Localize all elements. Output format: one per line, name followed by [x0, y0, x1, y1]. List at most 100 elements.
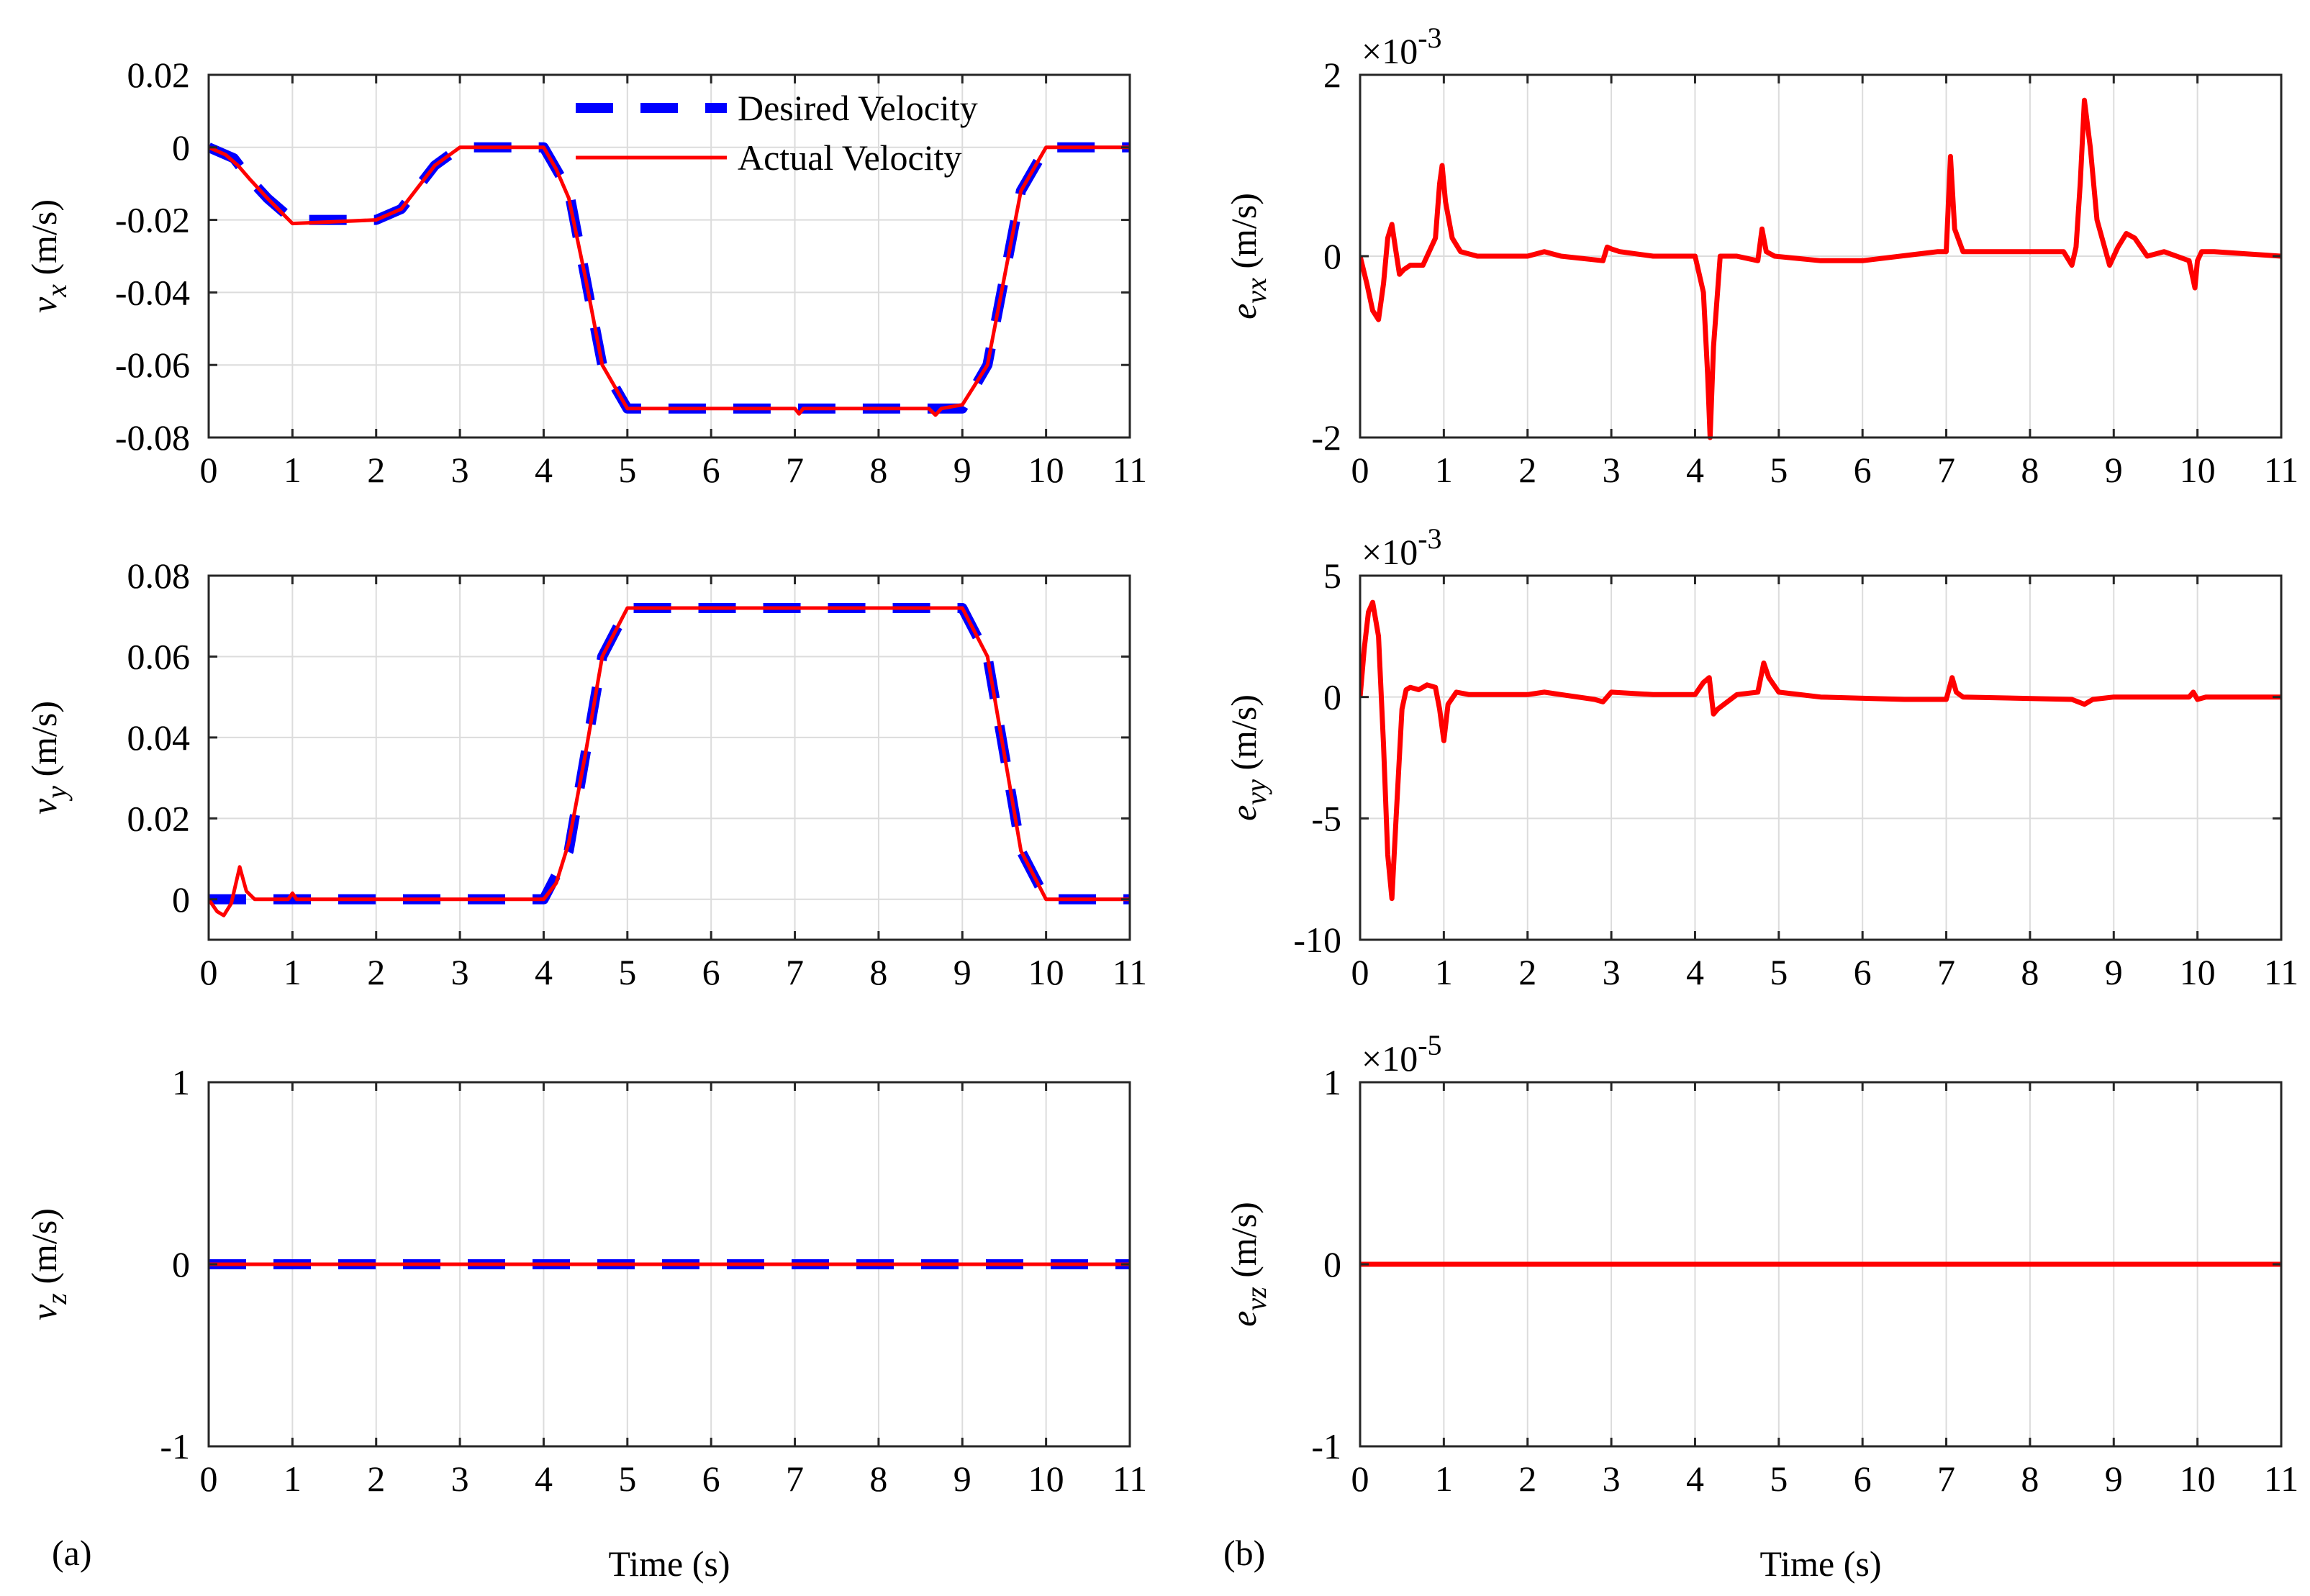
xtick-label-evy-10: 10	[2180, 952, 2216, 992]
xtick-label-vy-11: 11	[1113, 952, 1147, 992]
ytick-label-vz-2: -1	[160, 1426, 190, 1466]
ylabel-evz: evz (m/s)	[1223, 1202, 1272, 1327]
chart-evy: 0 1 2 3 4 5 6 7 8 9 10 11 5 0 -5 -10 evy (m/s) ×10-3	[1223, 522, 2298, 992]
ylabel-vx: vx (m/s)	[24, 199, 73, 313]
xtick-label-vx-9: 9	[954, 450, 971, 490]
xtick-label-evx-10: 10	[2180, 450, 2216, 490]
ytick-label-vz-0: 1	[172, 1062, 190, 1102]
xtick-label-evx-8: 8	[2021, 450, 2039, 490]
xtick-label-vx-0: 0	[200, 450, 218, 490]
xtick-label-evx-11: 11	[2264, 450, 2298, 490]
ytick-label-vy-1: 0.06	[127, 636, 191, 676]
ytick-label-vz-1: 0	[172, 1244, 190, 1284]
ytick-label-evy-2: -5	[1311, 798, 1341, 838]
xtick-label-vx-10: 10	[1028, 450, 1064, 490]
xtick-label-vz-3: 3	[451, 1459, 469, 1499]
xtick-label-evz-9: 9	[2105, 1459, 2123, 1499]
xtick-label-vy-0: 0	[200, 952, 218, 992]
xtick-label-evy-0: 0	[1351, 952, 1369, 992]
xtick-label-vz-5: 5	[618, 1459, 636, 1499]
ytick-label-vy-0: 0.08	[127, 556, 191, 596]
xtick-label-vz-4: 4	[535, 1459, 553, 1499]
xtick-label-vx-1: 1	[284, 450, 302, 490]
xtick-label-evy-2: 2	[1518, 952, 1536, 992]
xlabel-vz: Time (s)	[608, 1543, 730, 1584]
xtick-label-vy-9: 9	[954, 952, 971, 992]
ytick-label-evz-1: 0	[1323, 1244, 1341, 1284]
axes-box-evy	[1359, 574, 2283, 941]
xtick-label-evx-2: 2	[1518, 450, 1536, 490]
xtick-label-vx-3: 3	[451, 450, 469, 490]
legend-entry-desired: Desired Velocity	[738, 88, 978, 128]
ytick-label-evz-0: 1	[1323, 1062, 1341, 1102]
panel-label-b: (b)	[1223, 1533, 1265, 1573]
xtick-label-evx-1: 1	[1435, 450, 1453, 490]
xtick-label-evx-9: 9	[2105, 450, 2123, 490]
plot-area-vx	[209, 75, 1130, 437]
xtick-label-vx-7: 7	[786, 450, 804, 490]
xtick-label-evx-4: 4	[1686, 450, 1704, 490]
xtick-label-evz-7: 7	[1937, 1459, 1955, 1499]
xtick-label-evx-3: 3	[1603, 450, 1621, 490]
xtick-label-vy-6: 6	[702, 952, 720, 992]
xtick-label-vz-11: 11	[1113, 1459, 1147, 1499]
ylabel-evy: evy (m/s)	[1223, 694, 1272, 821]
xtick-label-vy-10: 10	[1028, 952, 1064, 992]
chart-vx: 0 1 2 3 4 5 6 7 8 9 10 11 0.02 0 -0.02 -0.04 -0.06 -0.08 v…	[24, 55, 1147, 490]
xtick-label-vz-0: 0	[200, 1459, 218, 1499]
plot-area-vy	[209, 576, 1130, 940]
xtick-label-evx-0: 0	[1351, 450, 1369, 490]
ylabel-evx: evx (m/s)	[1223, 193, 1272, 319]
series-vy-actual-velocity	[209, 606, 1130, 917]
xtick-label-vy-5: 5	[618, 952, 636, 992]
axes-box-vy	[207, 574, 1131, 941]
xtick-label-vx-2: 2	[367, 450, 385, 490]
xtick-label-vx-4: 4	[535, 450, 553, 490]
xtick-label-evz-0: 0	[1351, 1459, 1369, 1499]
xtick-label-vy-2: 2	[367, 952, 385, 992]
xtick-label-evz-8: 8	[2021, 1459, 2039, 1499]
ytick-label-vx-4: -0.06	[115, 345, 190, 385]
xtick-label-evz-3: 3	[1603, 1459, 1621, 1499]
xtick-label-evz-11: 11	[2264, 1459, 2298, 1499]
series-vx-actual-velocity	[209, 145, 1130, 417]
xtick-label-evz-6: 6	[1854, 1459, 1872, 1499]
xlabel-evz: Time (s)	[1759, 1543, 1881, 1584]
ytick-label-vx-0: 0.02	[127, 55, 191, 95]
xtick-label-evz-5: 5	[1770, 1459, 1788, 1499]
exponent-label-evz: ×10-5	[1362, 1029, 1442, 1079]
exponent-label-evy: ×10-3	[1362, 522, 1442, 572]
ytick-label-vx-5: -0.08	[115, 417, 190, 458]
plot-area-evy	[1360, 576, 2281, 940]
ylabel-vz: vz (m/s)	[24, 1208, 73, 1320]
xtick-label-vx-5: 5	[618, 450, 636, 490]
xtick-label-evy-7: 7	[1937, 952, 1955, 992]
xtick-label-vz-10: 10	[1028, 1459, 1064, 1499]
legend-vx: Desired Velocity Actual Velocity	[576, 88, 978, 178]
ytick-label-vy-4: 0	[172, 879, 190, 920]
ytick-label-vx-2: -0.02	[115, 200, 190, 240]
xtick-label-evy-5: 5	[1770, 952, 1788, 992]
xtick-label-vz-2: 2	[367, 1459, 385, 1499]
xtick-label-vz-1: 1	[284, 1459, 302, 1499]
ytick-label-evy-1: 0	[1323, 677, 1341, 717]
xtick-label-vy-1: 1	[284, 952, 302, 992]
xtick-label-vz-6: 6	[702, 1459, 720, 1499]
xtick-label-vx-8: 8	[869, 450, 887, 490]
xtick-label-evz-4: 4	[1686, 1459, 1704, 1499]
ytick-label-vx-1: 0	[172, 127, 190, 168]
xtick-label-evy-6: 6	[1854, 952, 1872, 992]
ytick-label-evy-0: 5	[1323, 556, 1341, 596]
xtick-label-evx-5: 5	[1770, 450, 1788, 490]
legend-entry-actual: Actual Velocity	[738, 137, 962, 178]
xtick-label-vy-8: 8	[869, 952, 887, 992]
xtick-label-evy-3: 3	[1603, 952, 1621, 992]
xtick-label-vy-3: 3	[451, 952, 469, 992]
xtick-label-evz-1: 1	[1435, 1459, 1453, 1499]
xtick-label-vz-7: 7	[786, 1459, 804, 1499]
xtick-label-vy-4: 4	[535, 952, 553, 992]
